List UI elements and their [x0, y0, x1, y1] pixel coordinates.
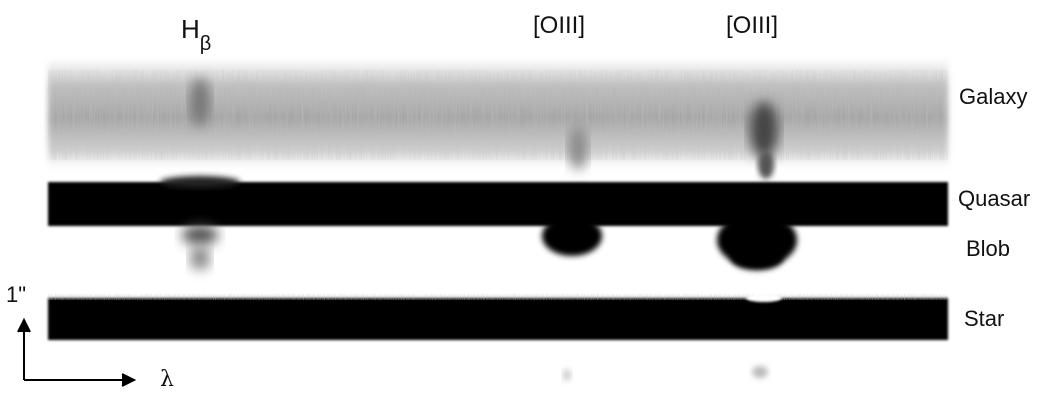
star-label: Star [964, 306, 1005, 331]
scale-bar-label: 1" [6, 282, 27, 307]
oiii-label-2: [OIII] [726, 12, 779, 39]
galaxy-label: Galaxy [959, 84, 1028, 109]
wavelength-axis-label: λ [160, 367, 174, 392]
quasar-trace [48, 176, 948, 270]
star-trace [48, 294, 948, 381]
oiii-label-1: [OIII] [533, 12, 586, 39]
quasar-label: Quasar [958, 186, 1031, 211]
blob-label: Blob [966, 236, 1011, 261]
scale-arrows [17, 317, 137, 387]
galaxy-trace [48, 58, 948, 179]
blob-trace [542, 213, 797, 270]
hbeta-label: Hβ [181, 14, 212, 56]
